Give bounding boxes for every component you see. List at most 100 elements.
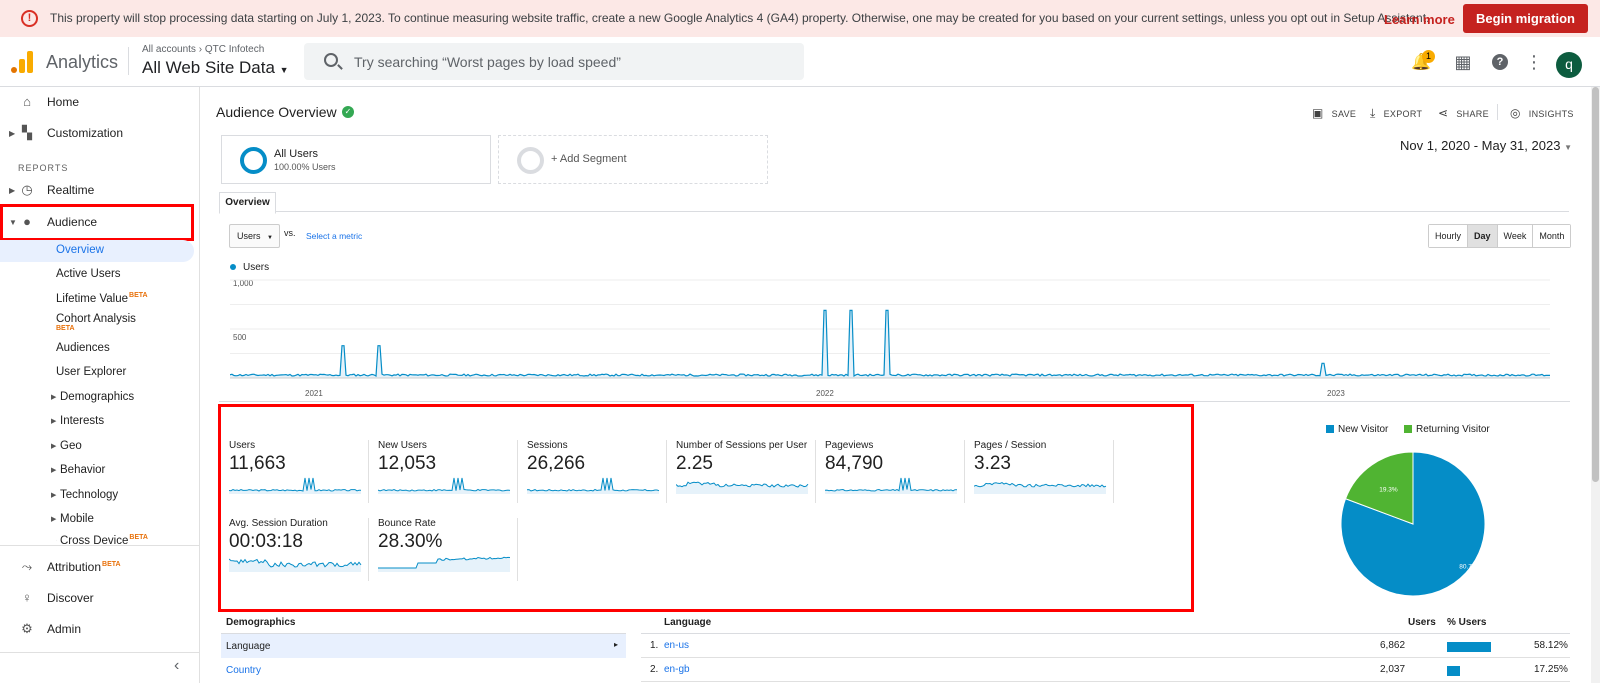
legend-dot <box>230 264 236 270</box>
sidebar-sub-cross-device[interactable]: ▶Cross DeviceBETA <box>56 534 148 545</box>
granularity-day[interactable]: Day <box>1468 225 1498 247</box>
collapse-sidebar-icon[interactable]: ‹ <box>174 657 180 674</box>
search-placeholder[interactable]: Try searching “Worst pages by load speed… <box>354 54 621 70</box>
caret-down-icon: ▼ <box>1564 143 1572 152</box>
metric-tile[interactable]: New Users 12,053 <box>378 440 518 503</box>
sidebar-item-home[interactable]: ⌂ Home <box>0 87 196 117</box>
granularity-week[interactable]: Week <box>1497 225 1534 247</box>
sidebar-sub-demographics[interactable]: ▶ Demographics <box>51 391 134 403</box>
sidebar-item-realtime[interactable]: ▶ ◷ Realtime <box>0 175 196 205</box>
sidebar-sub-mobile[interactable]: ▶ Mobile <box>51 513 94 525</box>
more-vert-icon[interactable]: ⋮ <box>1525 52 1543 72</box>
granularity-month[interactable]: Month <box>1533 225 1571 247</box>
language-header: Language <box>664 617 712 628</box>
metric-value: 2.25 <box>676 453 713 474</box>
demographics-country-row[interactable]: Country <box>226 665 262 676</box>
scrollbar-thumb[interactable] <box>1592 87 1599 482</box>
metric-tile[interactable]: Pageviews 84,790 <box>825 440 965 503</box>
visitor-pie-chart: 80.7% 19.3% <box>1340 451 1486 597</box>
active-item-highlight <box>0 240 194 262</box>
row-pct: 58.12% <box>1534 640 1568 651</box>
metric-label: New Users <box>378 440 427 451</box>
segment-all-users[interactable]: All Users 100.00% Users <box>221 135 491 184</box>
sidebar-sub-active-users[interactable]: Active Users <box>56 268 121 280</box>
collapse-arrow-icon: ▼ <box>9 217 17 227</box>
sidebar-sub-technology[interactable]: ▶ Technology <box>51 489 119 501</box>
metric-value: 11,663 <box>229 453 286 474</box>
metric-tile[interactable]: Number of Sessions per User 2.25 <box>676 440 816 503</box>
expand-arrow-icon: ▶ <box>9 185 16 195</box>
share-button[interactable]: ⋖ SHARE <box>1438 106 1489 120</box>
reports-header: REPORTS <box>18 163 69 173</box>
pie-legend-returning: Returning Visitor <box>1404 424 1490 435</box>
metric-sparkline <box>378 556 511 572</box>
metric-dropdown[interactable]: Users ▼ <box>229 224 280 248</box>
sidebar-sub-user-explorer[interactable]: User Explorer <box>56 366 127 378</box>
help-icon[interactable]: ? <box>1490 52 1510 72</box>
granularity-toggle: Hourly Day Week Month <box>1428 224 1572 248</box>
date-range-selector[interactable]: Nov 1, 2020 - May 31, 2023 ▼ <box>1400 138 1572 153</box>
metric-tile[interactable]: Users 11,663 <box>229 440 369 503</box>
select-metric-link[interactable]: Select a metric <box>306 231 363 241</box>
sidebar: ⌂ Home ▶ ▚ Customization REPORTS ▶ ◷ Rea… <box>0 87 200 683</box>
sidebar-item-label: Realtime <box>47 183 95 197</box>
expand-arrow-icon: ▶ <box>51 467 57 474</box>
account-breadcrumb[interactable]: All accounts › QTC Infotech <box>142 44 264 55</box>
x-tick-label: 2023 <box>1327 389 1345 398</box>
learn-more-link[interactable]: Learn more <box>1384 12 1455 27</box>
sparkline-area <box>974 482 1106 494</box>
sub-label: Behavior <box>60 464 106 476</box>
sidebar-sub-lifetime-value[interactable]: Lifetime ValueBETA <box>56 292 148 305</box>
granularity-hourly[interactable]: Hourly <box>1429 225 1469 247</box>
metric-sparkline <box>676 481 809 494</box>
metric-sparkline <box>229 558 362 572</box>
sidebar-sub-behavior[interactable]: ▶ Behavior <box>51 464 106 476</box>
breadcrumb-root[interactable]: All accounts <box>142 44 196 55</box>
demographics-language-row[interactable]: Language ▸ <box>221 634 626 658</box>
metric-value: 84,790 <box>825 453 884 474</box>
export-button[interactable]: ⤓ EXPORT <box>1370 106 1422 121</box>
insights-button[interactable]: ◎ INSIGHTS <box>1510 106 1574 120</box>
attribution-icon: ⤳ <box>21 559 33 574</box>
save-button[interactable]: ▣ SAVE <box>1312 106 1356 120</box>
sidebar-item-customization[interactable]: ▶ ▚ Customization <box>0 118 196 148</box>
sidebar-sub-audiences[interactable]: Audiences <box>56 342 110 354</box>
sidebar-item-admin[interactable]: ⚙ Admin <box>0 614 196 644</box>
app-name: Analytics <box>46 52 119 72</box>
breadcrumb-account[interactable]: QTC Infotech <box>204 44 265 55</box>
sidebar-sub-geo[interactable]: ▶ Geo <box>51 440 82 452</box>
pct-bar <box>1447 642 1491 652</box>
begin-migration-button[interactable]: Begin migration <box>1463 4 1588 33</box>
language-link[interactable]: en-gb <box>664 664 690 675</box>
scrollbar[interactable] <box>1591 87 1600 683</box>
metric-tile[interactable]: Sessions 26,266 <box>527 440 667 503</box>
divider <box>1497 104 1498 120</box>
metric-label: Number of Sessions per User <box>676 440 808 451</box>
row-users: 2,037 <box>1380 664 1406 675</box>
users-col-header: Users <box>1408 617 1436 628</box>
metric-tile[interactable]: Bounce Rate 28.30% <box>378 518 518 581</box>
sub-label: Technology <box>60 489 119 501</box>
sidebar-sub-interests[interactable]: ▶ Interests <box>51 415 104 427</box>
metric-label: Users <box>229 440 256 451</box>
sparkline-area <box>378 478 510 494</box>
pie-slice-label: 80.7% <box>1459 564 1478 571</box>
pie-slice-returning-visitor[interactable] <box>1344 451 1414 525</box>
tab-overview[interactable]: Overview <box>219 192 276 214</box>
sidebar-item-discover[interactable]: ♀ Discover <box>0 583 196 613</box>
avatar[interactable]: q <box>1556 52 1582 78</box>
sidebar-sub-overview[interactable]: Overview <box>56 244 104 256</box>
language-link[interactable]: en-us <box>664 640 690 651</box>
view-name[interactable]: All Web Site Data <box>142 58 275 77</box>
metric-tile[interactable]: Avg. Session Duration 00:03:18 <box>229 518 369 581</box>
sidebar-item-audience[interactable]: ▼ ● Audience <box>0 207 196 237</box>
metric-sparkline <box>825 477 957 494</box>
sidebar-item-attribution[interactable]: ⤳ AttributionBETA <box>0 552 196 582</box>
metric-tile[interactable]: Pages / Session 3.23 <box>974 440 1114 503</box>
view-selector[interactable]: All Web Site Data ▼ <box>142 58 289 78</box>
sparkline-line <box>378 556 511 569</box>
sidebar-sub-cohort-analysis[interactable]: Cohort Analysis BETA <box>56 313 136 337</box>
apps-grid-icon[interactable]: ▦ <box>1454 52 1472 72</box>
add-segment-button[interactable]: + Add Segment <box>498 135 768 184</box>
search-bar[interactable]: Try searching “Worst pages by load speed… <box>304 43 804 80</box>
